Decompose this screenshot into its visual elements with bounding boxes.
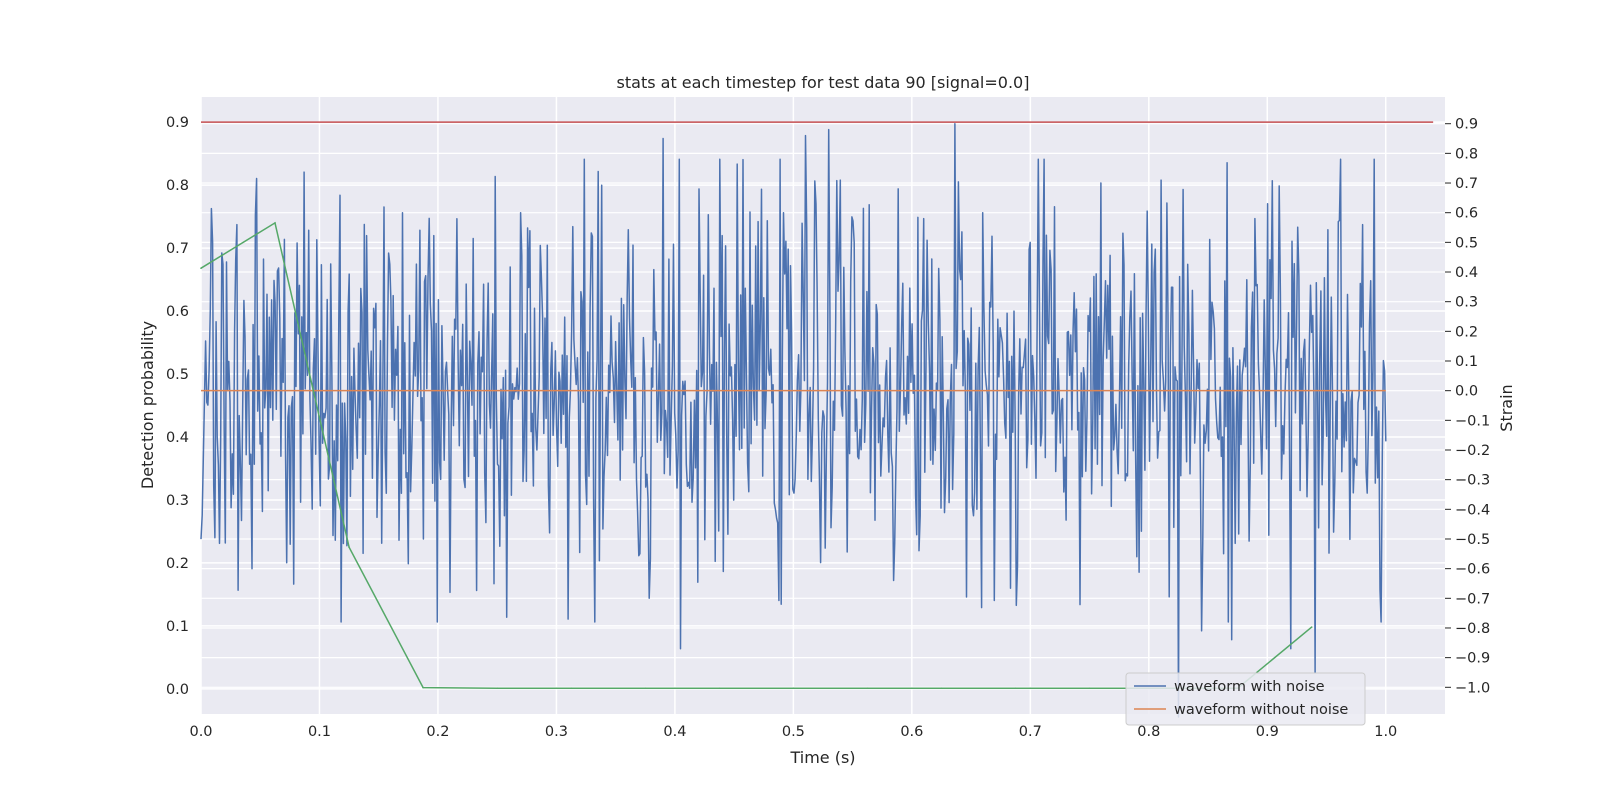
right-y-tick-label: −0.4 — [1455, 502, 1490, 518]
legend-label-waveform-with-noise: waveform with noise — [1174, 679, 1325, 695]
right-y-tick-label: −0.9 — [1455, 651, 1490, 667]
right-y-tick-label: −0.7 — [1455, 591, 1490, 607]
x-tick-label: 0.4 — [663, 724, 686, 740]
x-tick-label: 0.6 — [900, 724, 923, 740]
right-y-axis-label: Strain — [1497, 384, 1516, 431]
x-tick-label: 0.7 — [1019, 724, 1042, 740]
right-y-tick-label: 0.9 — [1455, 117, 1478, 133]
detection-probability-point — [644, 687, 647, 689]
detection-probability-point — [496, 687, 499, 689]
legend-label-waveform-without-noise: waveform without noise — [1174, 702, 1348, 718]
left-y-tick-label: 0.2 — [166, 556, 189, 572]
left-y-tick-label: 0.0 — [166, 682, 189, 698]
legend-box — [1125, 672, 1366, 726]
left-y-tick-label: 0.4 — [166, 430, 189, 446]
right-y-tick-label: −0.6 — [1455, 562, 1490, 578]
series-waveform-with-noise — [200, 122, 1387, 718]
detection-probability-point — [274, 222, 276, 224]
left-y-tick-label: 0.8 — [166, 178, 189, 194]
x-tick-label: 1.0 — [1374, 724, 1397, 740]
tick-labels: 0.0 0.1 0.2 0.3 0.4 0.5 0.6 0.7 0.8 0.9 1.0 0.0 0.1 0… — [166, 115, 1490, 740]
detection-probability-point — [1014, 687, 1017, 689]
right-y-tick-label: 0.5 — [1455, 235, 1478, 251]
left-y-tick-label: 0.1 — [166, 619, 189, 635]
right-y-tick-label: 0.4 — [1455, 265, 1478, 281]
right-y-tick-label: 0.1 — [1455, 354, 1478, 370]
left-y-tick-label: 0.6 — [166, 304, 189, 320]
detection-probability-point — [940, 687, 943, 689]
legend: waveform with noise waveform without noi… — [1125, 672, 1366, 726]
x-tick-label: 0.5 — [782, 724, 805, 740]
left-y-axis-label: Detection probability — [138, 321, 157, 489]
series-layer — [200, 121, 1434, 718]
left-y-tick-label: 0.3 — [166, 493, 189, 509]
detection-probability-point — [792, 687, 795, 689]
right-y-tick-label: 0.7 — [1455, 176, 1478, 192]
right-y-tick-label: 0.6 — [1455, 206, 1478, 222]
right-y-tick-label: −0.2 — [1455, 443, 1490, 459]
right-y-tick-label: 0.2 — [1455, 324, 1478, 340]
x-tick-label: 0.9 — [1256, 724, 1279, 740]
detection-probability-point — [348, 546, 350, 548]
left-y-tick-label: 0.5 — [166, 367, 189, 383]
right-y-tick-label: −0.5 — [1455, 532, 1490, 548]
x-tick-label: 0.8 — [1137, 724, 1160, 740]
x-tick-label: 0.1 — [308, 724, 331, 740]
detection-probability-point — [200, 267, 202, 270]
right-y-tick-label: −0.3 — [1455, 473, 1490, 489]
right-y-tick-label: −0.8 — [1455, 621, 1490, 637]
right-y-tick-label: 0.3 — [1455, 295, 1478, 311]
left-y-tick-label: 0.7 — [166, 241, 189, 257]
detection-probability-point — [422, 686, 424, 689]
right-y-tick-label: 0.0 — [1455, 384, 1478, 400]
detection-probability-point — [1088, 687, 1091, 689]
right-y-tick-label: −0.1 — [1455, 413, 1490, 429]
x-tick-label: 0.0 — [189, 724, 212, 740]
right-y-tick-label: −1.0 — [1455, 680, 1490, 696]
right-y-tick-label: 0.8 — [1455, 146, 1478, 162]
detection-probability-point — [570, 687, 572, 689]
x-tick-label: 0.3 — [545, 724, 568, 740]
x-axis-label: Time (s) — [789, 748, 855, 767]
chart-title: stats at each timestep for test data 90 … — [617, 73, 1030, 92]
x-tick-label: 0.2 — [426, 724, 449, 740]
detection-probability-point — [718, 687, 721, 689]
detection-probability-point — [866, 687, 869, 689]
detection-probability-point — [1310, 626, 1313, 628]
left-y-tick-label: 0.9 — [166, 115, 189, 131]
